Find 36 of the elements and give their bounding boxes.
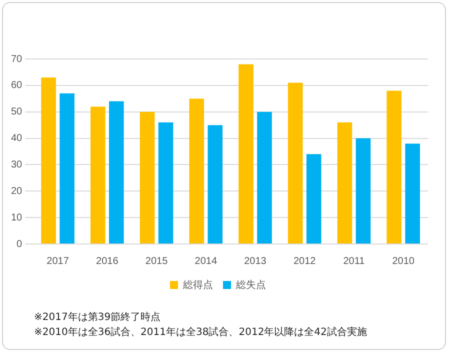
y-tick-label: 30	[11, 159, 23, 170]
x-tick-label: 2017	[46, 256, 70, 267]
text: ※2017年は第39節終了時点	[34, 310, 162, 325]
bar	[60, 93, 74, 244]
legend-label: 総失点	[235, 278, 266, 291]
bar	[238, 64, 254, 244]
text: ※2010年は全36試合、2011年は全38試合、2012年以降は全42試合実施	[34, 326, 367, 340]
x-tick-label: 2015	[145, 256, 168, 267]
bar	[208, 125, 223, 244]
x-tick-label: 2012	[293, 256, 316, 267]
bar	[41, 78, 56, 244]
y-tick-label: 60	[11, 80, 23, 92]
bar	[90, 106, 106, 244]
legend-label: 総得点	[182, 278, 213, 291]
y-tick-label: 10	[11, 212, 23, 224]
y-tick-label: 40	[11, 133, 23, 144]
x-tick-label: 2016	[96, 256, 119, 267]
bar	[337, 122, 352, 244]
bar	[257, 112, 272, 244]
bar	[109, 101, 124, 244]
y-tick-label: 0	[16, 238, 23, 250]
bar	[405, 144, 420, 244]
bar	[288, 82, 303, 244]
bar	[306, 154, 322, 244]
x-tick-label: 2013	[244, 256, 267, 267]
bar	[140, 112, 155, 244]
bar	[189, 98, 204, 244]
x-tick-label: 2011	[343, 256, 366, 267]
bar	[386, 90, 402, 244]
y-tick-label: 20	[11, 186, 23, 197]
bar	[158, 122, 174, 244]
y-tick-label: 70	[11, 54, 23, 65]
bar	[356, 138, 371, 244]
x-tick-label: 2014	[194, 256, 218, 267]
x-tick-label: 2010	[392, 256, 415, 267]
y-tick-label: 50	[11, 106, 23, 118]
